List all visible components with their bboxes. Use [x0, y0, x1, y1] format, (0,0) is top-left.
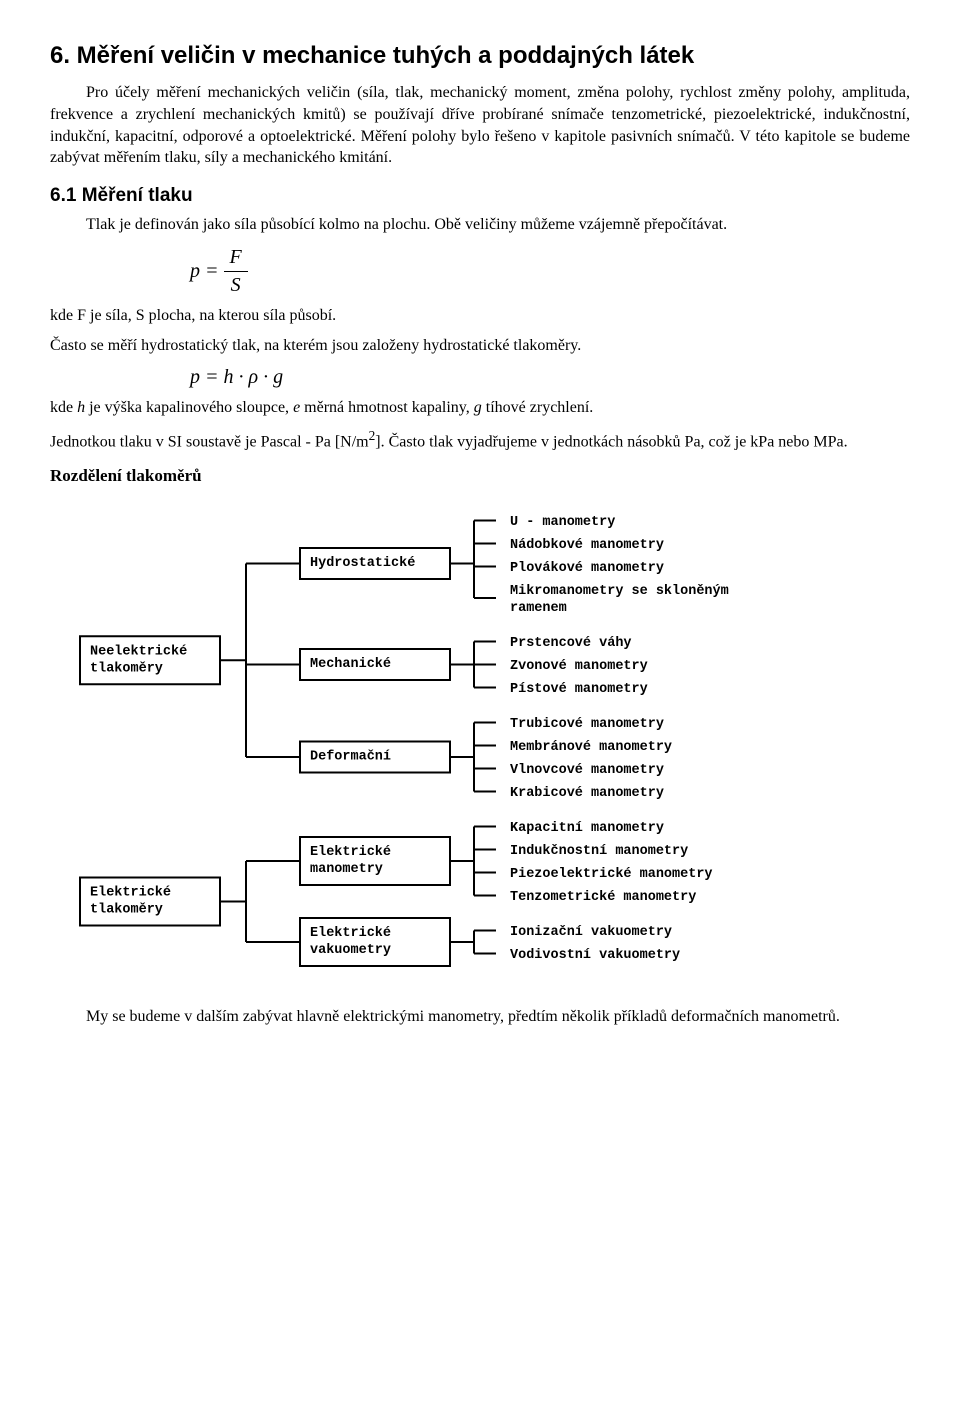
- svg-text:Elektrické: Elektrické: [90, 885, 171, 900]
- formula1-legend: kde F je síla, S plocha, na kterou síla …: [50, 305, 910, 327]
- closing-paragraph: My se budeme v dalším zabývat hlavně ele…: [50, 1006, 910, 1028]
- svg-text:Krabicové manometry: Krabicové manometry: [510, 786, 664, 801]
- svg-text:U - manometry: U - manometry: [510, 515, 615, 530]
- svg-text:Tenzometrické manometry: Tenzometrické manometry: [510, 890, 696, 905]
- svg-text:Kapacitní manometry: Kapacitní manometry: [510, 821, 664, 836]
- svg-text:Membránové manometry: Membránové manometry: [510, 740, 672, 755]
- svg-text:manometry: manometry: [310, 862, 383, 877]
- svg-text:Elektrické: Elektrické: [310, 845, 391, 860]
- svg-text:Vlnovcové manometry: Vlnovcové manometry: [510, 763, 664, 778]
- svg-text:Neelektrické: Neelektrické: [90, 644, 187, 659]
- svg-text:Trubicové manometry: Trubicové manometry: [510, 717, 664, 732]
- svg-text:Ionizační vakuometry: Ionizační vakuometry: [510, 925, 672, 940]
- svg-text:Prstencové váhy: Prstencové váhy: [510, 636, 632, 651]
- formula-p-equals-f-over-s: p = FS: [190, 244, 910, 299]
- svg-text:Piezoelektrické manometry: Piezoelektrické manometry: [510, 867, 713, 882]
- unit-paragraph: Jednotkou tlaku v SI soustavě je Pascal …: [50, 427, 910, 453]
- svg-text:Mikromanometry se skloněným: Mikromanometry se skloněným: [510, 584, 729, 599]
- svg-text:Vodivostní vakuometry: Vodivostní vakuometry: [510, 948, 680, 963]
- svg-text:tlakoměry: tlakoměry: [90, 661, 163, 676]
- svg-text:Plovákové manometry: Plovákové manometry: [510, 561, 664, 576]
- formula2-legend: kde h je výška kapalinového sloupce, e m…: [50, 397, 910, 419]
- svg-text:Indukčnostní manometry: Indukčnostní manometry: [510, 844, 688, 859]
- hydrostatic-intro: Často se měří hydrostatický tlak, na kte…: [50, 335, 910, 357]
- svg-text:Pístové manometry: Pístové manometry: [510, 682, 648, 697]
- svg-text:Hydrostatické: Hydrostatické: [310, 556, 415, 571]
- svg-text:Elektrické: Elektrické: [310, 926, 391, 941]
- intro-paragraph: Pro účely měření mechanických veličin (s…: [50, 82, 910, 168]
- subsection-classification: Rozdělení tlakoměrů: [50, 465, 910, 488]
- svg-text:ramenem: ramenem: [510, 601, 567, 616]
- pressure-definition: Tlak je definován jako síla působící kol…: [50, 214, 910, 236]
- svg-text:Deformační: Deformační: [310, 749, 391, 764]
- svg-text:Zvonové manometry: Zvonové manometry: [510, 659, 648, 674]
- svg-text:vakuometry: vakuometry: [310, 943, 391, 958]
- classification-diagram: Hydrostatické U - manometry Nádobkové mano…: [70, 502, 910, 993]
- svg-text:Mechanické: Mechanické: [310, 657, 391, 672]
- page-title: 6. Měření veličin v mechanice tuhých a p…: [50, 40, 910, 72]
- section-6-1-heading: 6.1 Měření tlaku: [50, 183, 910, 209]
- svg-text:tlakoměry: tlakoměry: [90, 902, 163, 917]
- svg-text:Nádobkové manometry: Nádobkové manometry: [510, 538, 664, 553]
- formula-hydrostatic: p = h · ρ · g: [190, 364, 910, 391]
